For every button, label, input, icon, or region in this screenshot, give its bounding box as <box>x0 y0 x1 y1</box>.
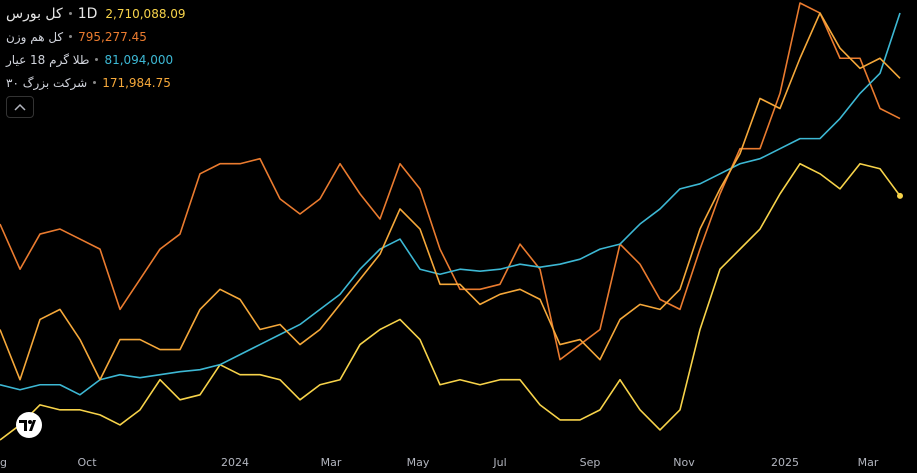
x-tick-label: 2024 <box>221 456 249 469</box>
separator <box>95 58 99 61</box>
x-tick-label: Sep <box>580 456 601 469</box>
legend-value: 171,984.75 <box>102 75 171 90</box>
legend-row: طلا گرم 18 عیار 81,094,000 <box>6 48 186 71</box>
chevron-icon <box>14 103 26 111</box>
collapse-button[interactable] <box>6 96 34 118</box>
separator <box>93 81 97 84</box>
legend-row: کل بورس 1D 2,710,088.09 <box>6 2 186 25</box>
last-point <box>897 192 903 199</box>
legend-name: کل بورس <box>6 5 63 22</box>
legend-name: کل هم وزن <box>6 29 64 44</box>
series-line <box>0 12 901 381</box>
x-tick-label: ug <box>0 456 7 469</box>
x-tick-label: Oct <box>77 456 97 469</box>
x-tick-label: Mar <box>858 456 879 469</box>
series-line <box>0 12 901 396</box>
x-tick-label: Nov <box>673 456 695 469</box>
legend-name: شرکت بزرگ ۳۰ <box>6 75 88 90</box>
legend: کل بورس 1D 2,710,088.09 کل هم وزن 795,27… <box>6 2 186 118</box>
interval: 1D <box>77 5 98 22</box>
legend-value: 81,094,000 <box>104 52 174 67</box>
separator <box>69 35 73 38</box>
tradingview-logo[interactable] <box>12 412 46 438</box>
x-tick-label: Mar <box>321 456 342 469</box>
legend-row: کل هم وزن 795,277.45 <box>6 25 186 48</box>
series-line <box>0 2 901 361</box>
x-tick-label: Jul <box>492 456 506 469</box>
legend-value: 795,277.45 <box>78 29 147 44</box>
legend-name: طلا گرم 18 عیار <box>6 52 90 67</box>
separator <box>68 12 72 15</box>
legend-value: 2,710,088.09 <box>105 6 186 21</box>
x-tick-label: 2025 <box>771 456 799 469</box>
legend-row: شرکت بزرگ ۳۰ 171,984.75 <box>6 71 186 94</box>
x-tick-label: May <box>407 456 430 469</box>
series-line <box>0 162 901 441</box>
